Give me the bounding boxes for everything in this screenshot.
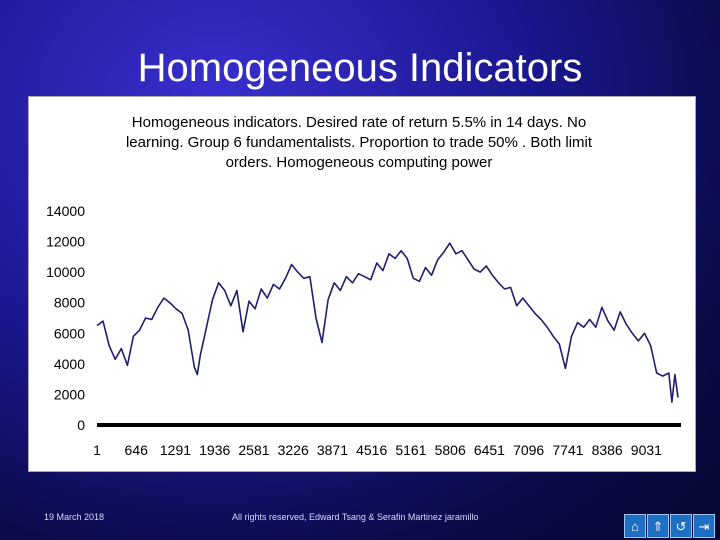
x-tick-label: 7096 xyxy=(513,442,544,458)
slide-navigation: ⌂ ⇑ ↺ ⇥ xyxy=(624,514,716,538)
x-tick-label: 4516 xyxy=(356,442,387,458)
x-tick-label: 6451 xyxy=(474,442,505,458)
up-icon[interactable]: ⇑ xyxy=(647,514,669,538)
y-tick-label: 12000 xyxy=(46,234,85,250)
x-tick-label: 9031 xyxy=(631,442,662,458)
x-tick-label: 2581 xyxy=(238,442,269,458)
x-tick-label: 1291 xyxy=(160,442,191,458)
footer-date: 19 March 2018 xyxy=(44,512,105,522)
x-tick-label: 8386 xyxy=(592,442,623,458)
slide-title: Homogeneous Indicators xyxy=(137,46,583,90)
y-tick-label: 0 xyxy=(77,417,85,433)
x-tick-label: 3226 xyxy=(278,442,309,458)
y-tick-label: 10000 xyxy=(46,264,85,280)
y-tick-label: 2000 xyxy=(54,386,85,402)
y-tick-label: 4000 xyxy=(54,356,85,372)
x-tick-label: 7741 xyxy=(552,442,583,458)
footer-credit: All rights reserved, Edward Tsang & Sera… xyxy=(232,512,479,522)
x-tick-label: 1936 xyxy=(199,442,230,458)
home-icon[interactable]: ⌂ xyxy=(624,514,646,538)
line-chart: 0 2000 4000 6000 8000 10000 12000 14000 1 646 1291… xyxy=(46,203,681,458)
x-tick-label: 5161 xyxy=(395,442,426,458)
x-tick-label: 646 xyxy=(125,442,149,458)
chart-panel: Homogeneous indicators. Desired rate of … xyxy=(28,96,696,472)
x-tick-label: 1 xyxy=(93,442,101,458)
chart-title: Homogeneous indicators. Desired rate of … xyxy=(69,113,649,173)
chart-title-line-3: orders. Homogeneous computing power xyxy=(225,154,493,171)
chart-title-line-1: Homogeneous indicators. Desired rate of … xyxy=(131,114,587,131)
y-tick-label: 6000 xyxy=(54,325,85,341)
chart-title-line-2: learning. Group 6 fundamentalists. Propo… xyxy=(125,134,593,151)
x-tick-label: 3871 xyxy=(317,442,348,458)
y-tick-label: 8000 xyxy=(54,295,85,311)
y-tick-label: 14000 xyxy=(46,203,85,219)
return-icon[interactable]: ↺ xyxy=(670,514,692,538)
series-line xyxy=(96,242,679,403)
end-icon[interactable]: ⇥ xyxy=(693,514,715,538)
x-tick-label: 5806 xyxy=(435,442,466,458)
